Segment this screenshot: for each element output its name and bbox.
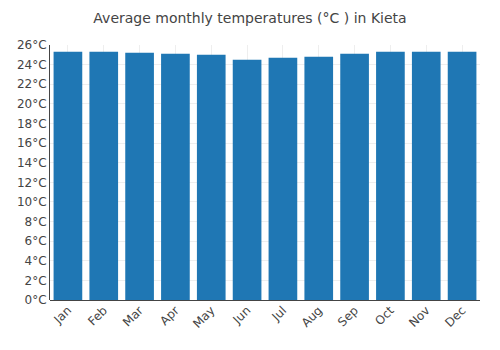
svg-text:6°C: 6°C xyxy=(25,234,47,248)
svg-text:2°C: 2°C xyxy=(25,274,47,288)
svg-text:8°C: 8°C xyxy=(25,215,47,229)
svg-text:Apr: Apr xyxy=(157,303,182,328)
svg-text:May: May xyxy=(190,303,217,330)
svg-text:Average monthly temperatures (: Average monthly temperatures (°C ) in Ki… xyxy=(93,10,406,26)
svg-text:Sep: Sep xyxy=(335,303,361,329)
svg-text:Mar: Mar xyxy=(120,303,146,329)
svg-text:Jun: Jun xyxy=(230,303,254,327)
svg-text:Nov: Nov xyxy=(406,303,432,329)
svg-text:4°C: 4°C xyxy=(25,254,47,268)
svg-text:Aug: Aug xyxy=(299,303,325,329)
svg-text:12°C: 12°C xyxy=(17,176,47,190)
svg-text:Feb: Feb xyxy=(85,303,110,328)
svg-text:20°C: 20°C xyxy=(17,97,47,111)
svg-text:Jul: Jul xyxy=(268,303,289,324)
svg-text:16°C: 16°C xyxy=(17,136,47,150)
svg-text:26°C: 26°C xyxy=(17,38,47,52)
svg-text:22°C: 22°C xyxy=(17,77,47,91)
svg-text:Jan: Jan xyxy=(51,303,75,327)
svg-text:24°C: 24°C xyxy=(17,58,47,72)
svg-text:Dec: Dec xyxy=(442,303,468,329)
svg-text:0°C: 0°C xyxy=(25,293,47,307)
svg-text:14°C: 14°C xyxy=(17,156,47,170)
svg-text:10°C: 10°C xyxy=(17,195,47,209)
svg-text:18°C: 18°C xyxy=(17,117,47,131)
svg-text:Oct: Oct xyxy=(372,303,397,328)
